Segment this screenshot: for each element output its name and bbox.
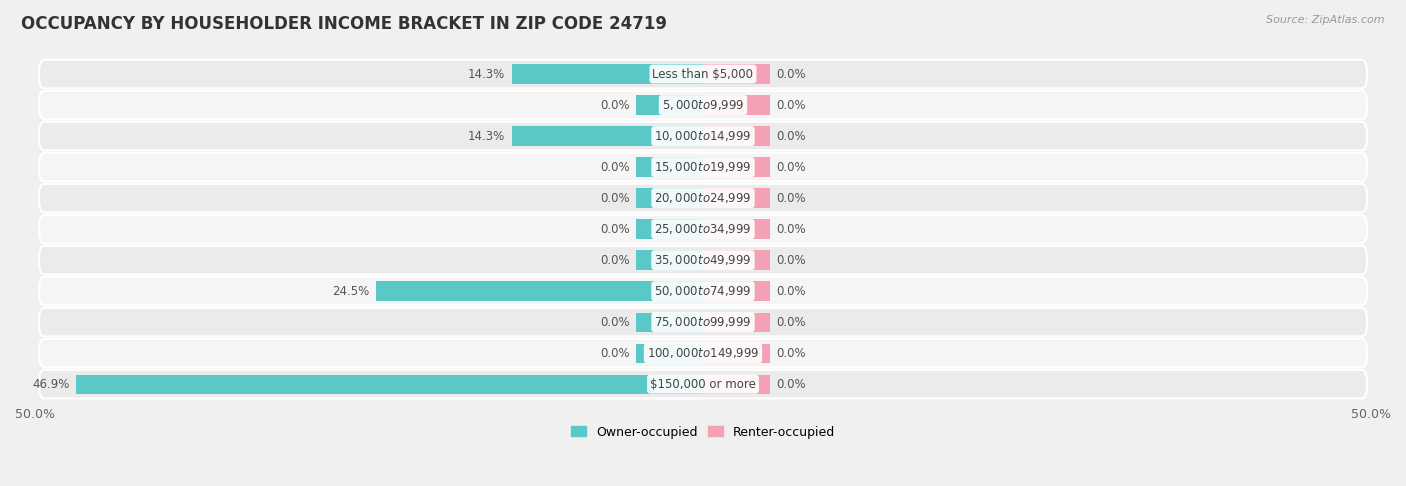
- FancyBboxPatch shape: [39, 339, 1367, 367]
- Bar: [636, 250, 703, 270]
- Text: 0.0%: 0.0%: [776, 191, 806, 205]
- Text: 0.0%: 0.0%: [600, 315, 630, 329]
- Text: $15,000 to $19,999: $15,000 to $19,999: [654, 160, 752, 174]
- Bar: [703, 220, 770, 239]
- FancyBboxPatch shape: [39, 215, 1367, 243]
- FancyBboxPatch shape: [39, 370, 1367, 399]
- Text: 0.0%: 0.0%: [776, 254, 806, 267]
- Text: 0.0%: 0.0%: [776, 285, 806, 297]
- Bar: [703, 281, 770, 301]
- Text: 46.9%: 46.9%: [32, 378, 70, 391]
- Bar: [703, 126, 770, 146]
- Bar: [703, 312, 770, 332]
- Text: $25,000 to $34,999: $25,000 to $34,999: [654, 222, 752, 236]
- Text: $10,000 to $14,999: $10,000 to $14,999: [654, 129, 752, 143]
- Bar: [636, 95, 703, 115]
- FancyBboxPatch shape: [39, 60, 1367, 88]
- Text: $20,000 to $24,999: $20,000 to $24,999: [654, 191, 752, 205]
- FancyBboxPatch shape: [39, 277, 1367, 305]
- FancyBboxPatch shape: [39, 122, 1367, 150]
- Bar: [703, 95, 770, 115]
- FancyBboxPatch shape: [39, 308, 1367, 336]
- Bar: [703, 157, 770, 177]
- Bar: [636, 344, 703, 363]
- Text: 0.0%: 0.0%: [600, 191, 630, 205]
- Text: $100,000 to $149,999: $100,000 to $149,999: [647, 346, 759, 360]
- Bar: [76, 375, 703, 394]
- Text: Less than $5,000: Less than $5,000: [652, 68, 754, 81]
- Text: 0.0%: 0.0%: [776, 99, 806, 112]
- Bar: [512, 126, 703, 146]
- Text: $50,000 to $74,999: $50,000 to $74,999: [654, 284, 752, 298]
- Text: 0.0%: 0.0%: [600, 160, 630, 174]
- Text: 0.0%: 0.0%: [776, 68, 806, 81]
- Text: $150,000 or more: $150,000 or more: [650, 378, 756, 391]
- Bar: [512, 65, 703, 84]
- Text: 0.0%: 0.0%: [600, 223, 630, 236]
- Text: 0.0%: 0.0%: [776, 378, 806, 391]
- FancyBboxPatch shape: [39, 153, 1367, 181]
- Bar: [636, 312, 703, 332]
- Text: $75,000 to $99,999: $75,000 to $99,999: [654, 315, 752, 329]
- Text: 14.3%: 14.3%: [468, 130, 505, 142]
- Text: 24.5%: 24.5%: [332, 285, 368, 297]
- Text: 0.0%: 0.0%: [776, 130, 806, 142]
- FancyBboxPatch shape: [39, 184, 1367, 212]
- Text: $35,000 to $49,999: $35,000 to $49,999: [654, 253, 752, 267]
- FancyBboxPatch shape: [39, 246, 1367, 275]
- Bar: [636, 157, 703, 177]
- Text: 0.0%: 0.0%: [776, 347, 806, 360]
- FancyBboxPatch shape: [39, 91, 1367, 119]
- Text: 0.0%: 0.0%: [776, 315, 806, 329]
- Text: 0.0%: 0.0%: [600, 347, 630, 360]
- Bar: [703, 250, 770, 270]
- Text: 14.3%: 14.3%: [468, 68, 505, 81]
- Bar: [703, 375, 770, 394]
- Bar: [703, 189, 770, 208]
- Text: Source: ZipAtlas.com: Source: ZipAtlas.com: [1267, 15, 1385, 25]
- Bar: [375, 281, 703, 301]
- Bar: [636, 220, 703, 239]
- Text: 0.0%: 0.0%: [600, 99, 630, 112]
- Text: OCCUPANCY BY HOUSEHOLDER INCOME BRACKET IN ZIP CODE 24719: OCCUPANCY BY HOUSEHOLDER INCOME BRACKET …: [21, 15, 666, 33]
- Bar: [703, 344, 770, 363]
- Bar: [636, 189, 703, 208]
- Text: 0.0%: 0.0%: [600, 254, 630, 267]
- Text: 0.0%: 0.0%: [776, 223, 806, 236]
- Text: $5,000 to $9,999: $5,000 to $9,999: [662, 98, 744, 112]
- Text: 0.0%: 0.0%: [776, 160, 806, 174]
- Bar: [703, 65, 770, 84]
- Legend: Owner-occupied, Renter-occupied: Owner-occupied, Renter-occupied: [567, 420, 839, 444]
